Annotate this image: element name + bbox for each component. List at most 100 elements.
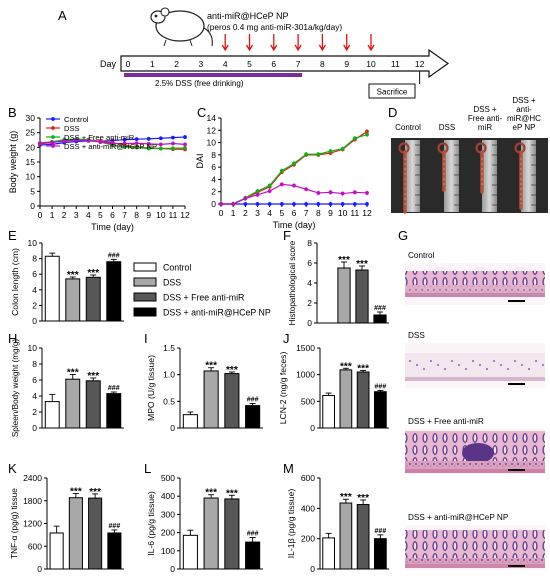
significance-label: *** [356,259,368,270]
timeline-day-12: 12 [415,59,425,69]
y-tick-label: 2 [211,187,216,197]
treatment-legend: Control DSS DSS + Free anti-miR DSS + anti-… [133,262,271,318]
bar-4 [106,261,122,322]
legend-swatch-4 [133,307,157,317]
y-axis-label: MPO (U/g tissue) [146,355,156,421]
data-point [292,183,296,188]
x-tick-label: 10 [338,208,348,218]
cell-nucleus [485,367,489,371]
ruler [521,140,536,212]
significance-label: *** [340,492,352,503]
y-tick-label: 600 [28,541,42,551]
data-point [134,145,139,150]
colon-photo-label: eP NP [513,123,536,132]
x-tick-label: 4 [267,208,272,218]
data-point [183,135,187,139]
y-tick-label: 1800 [23,496,42,506]
tnf-alpha-chart: 0 600 1200 1800 2400 TNF-α (pg/g) tissue *** **… [10,473,124,574]
panel-g: G Control DSS DSS + Free anti-miR DSS + ant… [398,228,545,570]
data-point [122,145,127,149]
dss-period-bar [124,73,303,77]
data-point [267,202,272,206]
panel-letter-g: G [398,228,408,243]
x-axis-label: Time (day) [273,220,316,230]
y-tick-label: 10 [28,238,38,248]
y-tick-label: 1500 [296,343,315,353]
il6-chart: 0 100 200 300 400 500 IL-6 (pg/g tissue) *** ***… [146,473,263,574]
mucosa [405,271,545,285]
legend-marker [51,144,55,148]
y-tick-label: 6 [307,258,312,268]
bar-3 [88,497,103,570]
significance-label: *** [87,268,99,279]
data-point [292,161,296,166]
mouse-icon [150,7,213,47]
treatment-arrow-head-day-8 [318,44,326,52]
data-point [328,149,333,154]
data-point [74,138,79,142]
data-point [316,152,321,157]
data-point [50,140,54,145]
timeline-day-labels: 0 1 2 3 4 5 6 7 8 9 10 11 12 [126,59,425,69]
timeline-day-0: 0 [126,59,131,69]
y-axis-label: IL-1β (pg/g tissue) [286,489,296,559]
treatment-arrow-head-day-7 [294,44,302,52]
cell-nucleus [513,359,517,363]
colon-length-chart: 0 2 4 6 8 10 Colon length (cm) *** *** ### [10,238,124,326]
y-tick-label: 0 [211,199,216,209]
significance-label: ### [375,383,387,390]
legend-entry: DSS [64,124,80,133]
x-tick-label: 12 [362,208,372,218]
panel-letter-e: E [8,228,17,243]
colon-photo-label: DSS + [512,96,536,105]
y-tick-label: 0 [170,423,175,433]
bar-3 [85,276,101,322]
y-tick-label: 8 [307,238,312,248]
bar-3 [224,373,240,429]
data-point [365,191,369,195]
significance-label: *** [338,255,350,266]
data-point [292,202,296,206]
colon-photo-label: miR@HC [507,114,541,123]
treatment-arrow-head-day-5 [245,44,254,52]
cell-nucleus [457,363,461,367]
x-tick-label: 1 [231,208,236,218]
x-tick-label: 11 [350,208,359,218]
significance-label: *** [340,361,352,372]
data-point [134,141,139,146]
spleen-body-weight-chart: 0 2 4 6 8 10 Spleen/Body weight (mg/g) *** *** ##… [11,339,124,437]
legend-swatch-3 [133,292,157,302]
y-tick-label: 2 [32,300,37,310]
cell-nucleus [464,367,468,371]
panel-letter-k: K [8,461,17,476]
bar-4 [373,314,387,324]
legend-marker [51,135,55,139]
significance-label: *** [205,361,217,372]
mpo-chart: 0 0.5 1.0 1.5 MPO (U/g tissue) *** *** ### [146,343,263,433]
muscularis [405,564,545,568]
data-point [304,152,309,157]
timeline-day-10: 10 [366,59,376,69]
muscularis [405,293,545,297]
histopathological-score-chart: 0 2 4 6 8 Histopathological score *** *** ### [288,238,389,328]
bar-3 [356,504,370,570]
treatment-arrow-head-day-9 [343,44,351,52]
bar-2 [65,278,81,322]
legend-entry: DSS + Free anti-miR [64,133,135,142]
y-tick-label: 14 [207,113,217,123]
treatment-arrow-head-day-4 [221,44,229,52]
x-tick-label: 9 [328,208,333,218]
significance-label: ### [108,385,120,392]
cell-nucleus [499,363,503,367]
x-tick-label: 0 [219,208,224,218]
data-point [340,202,345,206]
bar-1 [44,255,60,322]
y-tick-label: 0 [310,564,315,574]
y-tick-label: 0 [37,564,42,574]
y-tick-label: 0 [310,423,315,433]
muscularis [405,469,545,473]
y-tick-label: 20 [26,142,36,152]
x-axis-label: Time (day) [91,222,134,232]
colon-photos [398,140,536,214]
panel-letter-l: L [144,461,151,476]
